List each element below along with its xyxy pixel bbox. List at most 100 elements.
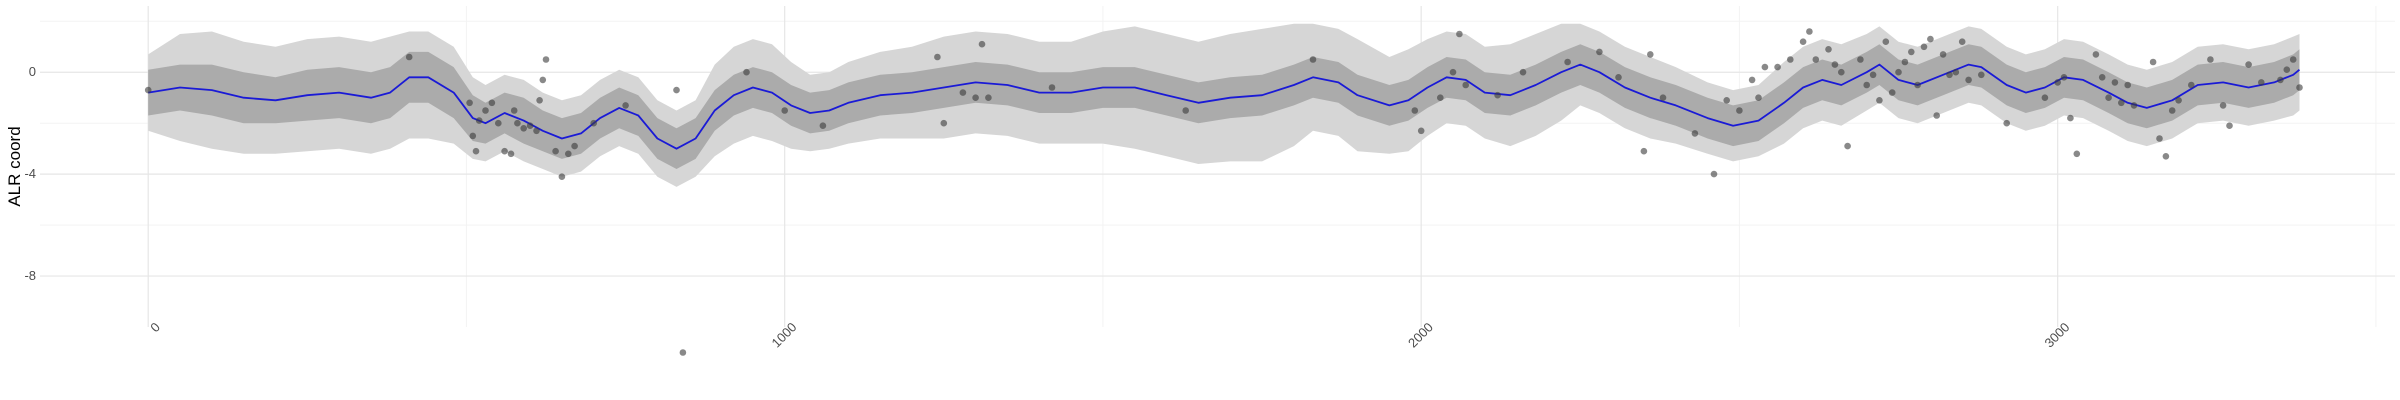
data-point bbox=[2149, 58, 2157, 66]
data-point bbox=[2296, 84, 2303, 91]
data-point bbox=[679, 349, 687, 356]
data-point bbox=[2245, 61, 2252, 68]
data-point bbox=[959, 89, 967, 96]
data-point bbox=[1182, 107, 1189, 114]
data-point bbox=[466, 99, 473, 107]
data-point bbox=[482, 107, 489, 114]
data-point bbox=[1831, 61, 1839, 68]
data-point bbox=[2258, 79, 2265, 86]
data-point bbox=[2168, 107, 2176, 114]
inner-confidence-band bbox=[148, 44, 2300, 170]
data-point bbox=[622, 102, 629, 109]
data-point bbox=[2098, 74, 2106, 81]
data-point bbox=[1939, 51, 1947, 58]
data-point bbox=[1825, 46, 1832, 53]
data-point bbox=[1309, 56, 1317, 63]
x-tick-label: 1000 bbox=[768, 319, 799, 350]
x-tick-label: 2000 bbox=[1405, 319, 1436, 350]
data-point bbox=[781, 107, 788, 114]
data-point bbox=[1958, 38, 1966, 45]
data-point bbox=[1710, 170, 1718, 178]
data-point bbox=[1456, 30, 1463, 38]
data-point bbox=[1437, 94, 1444, 101]
data-point bbox=[673, 86, 680, 94]
data-point bbox=[552, 147, 559, 155]
data-point bbox=[2162, 153, 2170, 160]
data-point bbox=[501, 147, 508, 155]
data-point bbox=[1882, 38, 1890, 45]
data-point bbox=[2124, 81, 2131, 89]
data-point bbox=[1640, 147, 1648, 155]
data-point bbox=[2041, 94, 2049, 101]
data-point bbox=[2188, 81, 2195, 89]
data-point bbox=[743, 68, 750, 76]
data-point bbox=[1755, 94, 1762, 101]
data-point bbox=[1723, 97, 1730, 104]
data-point bbox=[526, 122, 534, 129]
data-point bbox=[495, 119, 502, 127]
data-point bbox=[2105, 94, 2112, 101]
data-point bbox=[1869, 71, 1877, 79]
data-point bbox=[2207, 56, 2214, 63]
data-point bbox=[1462, 81, 1469, 89]
data-point bbox=[2073, 150, 2081, 158]
data-point bbox=[1888, 89, 1896, 96]
data-point bbox=[533, 127, 540, 135]
data-point bbox=[1978, 71, 1985, 79]
data-point bbox=[1933, 112, 1940, 119]
data-point bbox=[2277, 76, 2284, 84]
data-point bbox=[1946, 71, 1953, 79]
data-point bbox=[940, 119, 948, 127]
data-point bbox=[1965, 76, 1972, 84]
y-tick-label: -8 bbox=[24, 268, 36, 283]
data-point bbox=[472, 147, 480, 155]
data-point bbox=[514, 119, 521, 127]
data-point bbox=[144, 86, 152, 94]
data-point bbox=[1806, 28, 1813, 35]
data-point bbox=[1838, 68, 1845, 76]
data-point bbox=[2156, 135, 2163, 142]
data-point bbox=[510, 107, 518, 114]
y-tick-label: -4 bbox=[24, 166, 36, 181]
data-point bbox=[972, 94, 979, 101]
data-point bbox=[2054, 79, 2061, 86]
data-point bbox=[2219, 102, 2227, 109]
data-point bbox=[1596, 48, 1603, 56]
data-point bbox=[1844, 142, 1851, 150]
data-point bbox=[1417, 127, 1425, 135]
data-point bbox=[1647, 51, 1654, 58]
data-point bbox=[1952, 68, 1960, 76]
data-point bbox=[2060, 74, 2068, 81]
data-point bbox=[1411, 107, 1419, 114]
data-point bbox=[1920, 43, 1928, 51]
data-point bbox=[1736, 107, 1743, 114]
x-axis-tick-labels: 0 1000 2000 3000 bbox=[147, 319, 2072, 350]
data-point bbox=[1901, 58, 1909, 66]
data-point bbox=[1691, 130, 1699, 137]
data-point bbox=[2111, 79, 2119, 86]
data-point bbox=[1857, 56, 1864, 63]
data-point bbox=[1812, 56, 1820, 63]
data-point bbox=[1914, 81, 1921, 89]
data-point bbox=[978, 40, 986, 48]
data-point bbox=[2067, 114, 2074, 122]
data-point bbox=[934, 53, 941, 61]
data-point bbox=[1876, 97, 1883, 104]
y-axis-tick-labels: 0 -4 -8 bbox=[24, 64, 36, 283]
y-axis-title: ALR coord bbox=[5, 126, 24, 206]
data-point bbox=[1449, 68, 1457, 76]
data-point bbox=[475, 117, 483, 124]
data-point bbox=[819, 122, 827, 129]
data-point bbox=[985, 94, 992, 101]
data-point bbox=[1761, 63, 1769, 71]
x-tick-label: 0 bbox=[147, 319, 163, 335]
data-point bbox=[2003, 119, 2010, 127]
data-point bbox=[1494, 91, 1501, 99]
observation-points bbox=[144, 28, 2303, 356]
data-point bbox=[1519, 68, 1527, 76]
data-point bbox=[536, 97, 543, 104]
data-point bbox=[2175, 97, 2182, 104]
data-point bbox=[2092, 51, 2100, 58]
data-point bbox=[1908, 48, 1915, 56]
